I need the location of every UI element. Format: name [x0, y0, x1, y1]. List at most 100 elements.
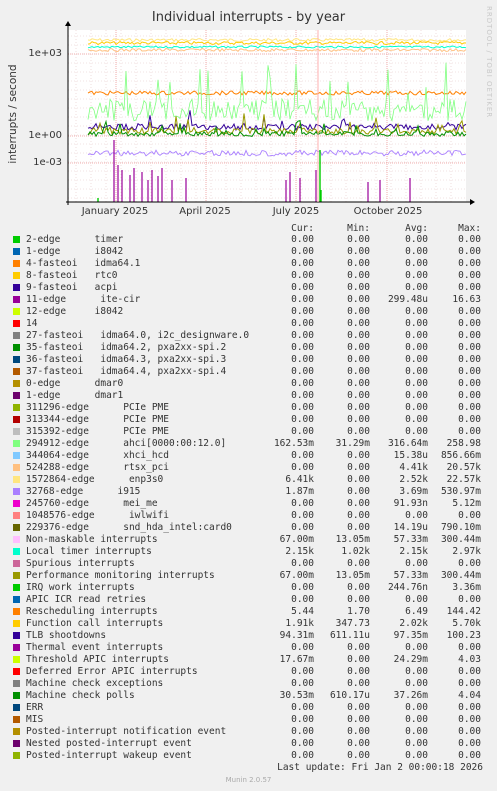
legend-min-value: 0.00 [347, 582, 370, 593]
legend-avg-value: 0.00 [405, 234, 428, 245]
legend-label: APIC ICR read retries [26, 594, 147, 605]
legend-label: TLB shootdowns [26, 630, 107, 641]
legend-row: Thermal event interrupts 0.00 0.00 0.00 0.00 [0, 642, 497, 654]
legend-row: MIS 0.00 0.00 0.00 0.00 [0, 714, 497, 726]
legend-row: 1048576-edge iwlwifi 0.00 0.00 0.00 0.00 [0, 510, 497, 522]
chart-canvas [65, 21, 475, 205]
legend-min-value: 0.00 [347, 354, 370, 365]
legend-label: IRQ work interrupts [26, 582, 135, 593]
legend-min-value: 0.00 [347, 294, 370, 305]
legend-min-value: 0.00 [347, 258, 370, 269]
legend-swatch [13, 368, 20, 375]
legend-label: Threshold APIC interrupts [26, 654, 169, 665]
legend-cur-value: 6.41k [285, 474, 314, 485]
legend-min-value: 610.17u [329, 690, 370, 701]
legend-min-value: 0.00 [347, 234, 370, 245]
legend-avg-value: 0.00 [405, 246, 428, 257]
legend-avg-value: 244.76n [387, 582, 428, 593]
legend-cur-value: 67.00m [279, 534, 314, 545]
legend-max-value: 0.00 [458, 414, 481, 425]
legend-swatch [13, 476, 20, 483]
legend-max-value: 2.97k [452, 546, 481, 557]
legend-row: Non-maskable interrupts 67.00m 13.05m 57.33… [0, 534, 497, 546]
legend-swatch [13, 596, 20, 603]
legend-min-value: 611.11u [329, 630, 370, 641]
legend-row: Local timer interrupts 2.15k 1.02k 2.15k 2.9… [0, 546, 497, 558]
legend-row: 1572864-edge enp3s0 6.41k 0.00 2.52k 22.57k [0, 474, 497, 486]
legend-avg-value: 0.00 [405, 354, 428, 365]
legend-min-value: 0.00 [347, 342, 370, 353]
legend-swatch [13, 236, 20, 243]
legend-cur-value: 0.00 [291, 678, 314, 689]
legend-label: 315392-edge PCIe PME [26, 426, 169, 437]
legend-min-value: 0.00 [347, 726, 370, 737]
legend-row: 344064-edge xhci_hcd 0.00 0.00 15.38u 856.66… [0, 450, 497, 462]
legend-avg-value: 0.00 [405, 666, 428, 677]
legend-min-value: 0.00 [347, 702, 370, 713]
legend-max-value: 4.03 [458, 654, 481, 665]
legend-max-value: 0.00 [458, 390, 481, 401]
legend-row: TLB shootdowns 94.31m 611.11u 97.35m 100.23 [0, 630, 497, 642]
legend-row: Threshold APIC interrupts 17.67m 0.00 24.29… [0, 654, 497, 666]
legend-swatch [13, 296, 20, 303]
legend-row: Machine check polls 30.53m 610.17u 37.26m 4.… [0, 690, 497, 702]
legend-row: 313344-edge PCIe PME 0.00 0.00 0.00 0.00 [0, 414, 497, 426]
legend-max-value: 0.00 [458, 510, 481, 521]
legend-max-value: 0.00 [458, 594, 481, 605]
legend-min-value: 0.00 [347, 378, 370, 389]
legend-cur-value: 162.53m [273, 438, 314, 449]
legend-cur-value: 0.00 [291, 342, 314, 353]
legend-cur-value: 0.00 [291, 738, 314, 749]
legend-min-value: 0.00 [347, 270, 370, 281]
legend-min-value: 0.00 [347, 246, 370, 257]
legend-row: Function call interrupts 1.91k 347.73 2.02k… [0, 618, 497, 630]
legend-swatch [13, 248, 20, 255]
legend-cur-value: 2.15k [285, 546, 314, 557]
legend-swatch [13, 656, 20, 663]
y-tick-label: 1e-03 [33, 157, 62, 168]
legend-swatch [13, 272, 20, 279]
legend-cur-value: 0.00 [291, 234, 314, 245]
legend-cur-value: 0.00 [291, 378, 314, 389]
legend-max-value: 0.00 [458, 306, 481, 317]
legend-label: 4-fasteoi idma64.1 [26, 258, 141, 269]
plot-area [68, 30, 466, 202]
legend-min-value: 0.00 [347, 594, 370, 605]
header-cur: Cur: [291, 223, 314, 234]
legend-avg-value: 0.00 [405, 414, 428, 425]
legend-label: Posted-interrupt notification event [26, 726, 227, 737]
legend-swatch [13, 608, 20, 615]
legend-max-value: 4.04 [458, 690, 481, 701]
legend-swatch [13, 392, 20, 399]
legend-swatch [13, 560, 20, 567]
legend-label: 313344-edge PCIe PME [26, 414, 169, 425]
legend-label: Deferred Error APIC interrupts [26, 666, 198, 677]
legend-cur-value: 5.44 [291, 606, 314, 617]
legend-max-value: 530.97m [440, 486, 481, 497]
legend-max-value: 5.70k [452, 618, 481, 629]
legend-row: Machine check exceptions 0.00 0.00 0.00 0.00 [0, 678, 497, 690]
legend-min-value: 0.00 [347, 330, 370, 341]
legend-swatch [13, 500, 20, 507]
legend-label: ERR [26, 702, 44, 713]
legend-row: Posted-interrupt notification event 0.00 0… [0, 726, 497, 738]
legend-max-value: 100.23 [446, 630, 481, 641]
legend-label: Nested posted-interrupt event [26, 738, 192, 749]
legend-max-value: 0.00 [458, 330, 481, 341]
legend-max-value: 22.57k [446, 474, 481, 485]
legend-max-value: 16.63 [452, 294, 481, 305]
legend-swatch [13, 416, 20, 423]
legend-max-value: 0.00 [458, 426, 481, 437]
legend-cur-value: 0.00 [291, 462, 314, 473]
legend-max-value: 300.44m [440, 570, 481, 581]
legend-cur-value: 0.00 [291, 258, 314, 269]
legend-max-value: 258.98 [446, 438, 481, 449]
legend-avg-value: 97.35m [393, 630, 428, 641]
legend-avg-value: 0.00 [405, 318, 428, 329]
legend-min-value: 0.00 [347, 390, 370, 401]
legend-cur-value: 0.00 [291, 318, 314, 329]
legend-label: Machine check exceptions [26, 678, 164, 689]
legend-min-value: 0.00 [347, 558, 370, 569]
legend-cur-value: 1.91k [285, 618, 314, 629]
legend-min-value: 0.00 [347, 642, 370, 653]
